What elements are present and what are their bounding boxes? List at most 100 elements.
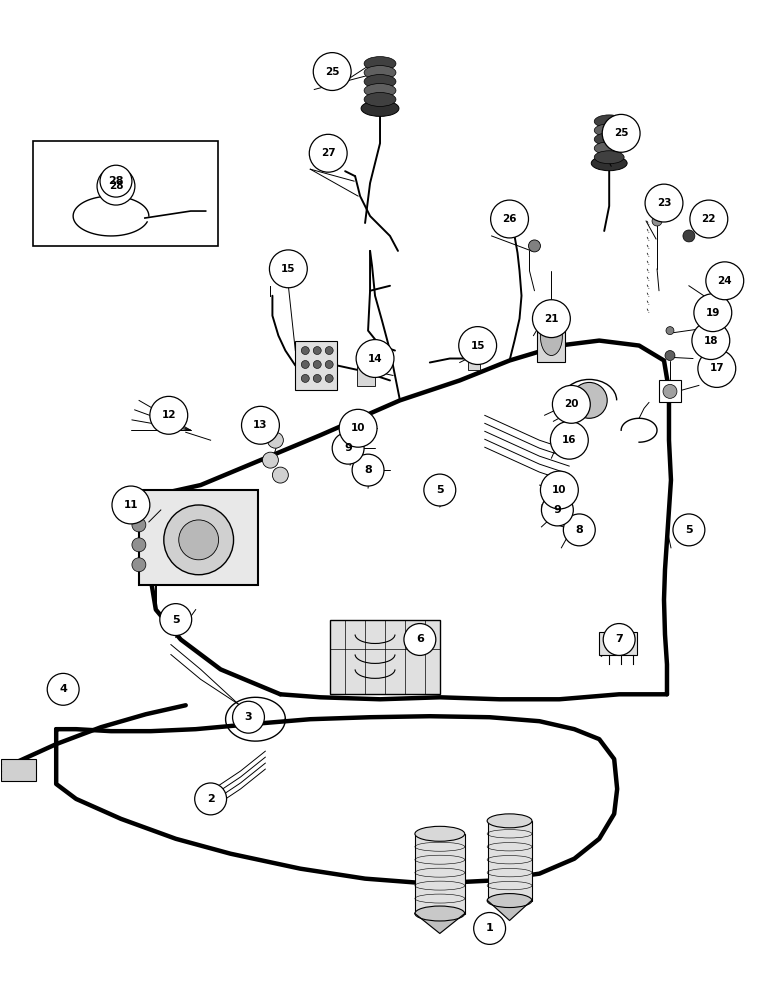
Circle shape	[47, 673, 79, 705]
Circle shape	[690, 200, 728, 238]
Circle shape	[706, 262, 743, 300]
Text: 4: 4	[59, 684, 67, 694]
Circle shape	[553, 385, 591, 423]
Ellipse shape	[594, 115, 624, 128]
Bar	[2, 759, 36, 781]
Circle shape	[692, 322, 730, 360]
Circle shape	[339, 409, 377, 447]
Circle shape	[529, 240, 540, 252]
Circle shape	[666, 327, 674, 335]
Circle shape	[132, 538, 146, 552]
Text: 26: 26	[503, 214, 516, 224]
Text: 15: 15	[470, 341, 485, 351]
Circle shape	[663, 384, 677, 398]
Text: 5: 5	[436, 485, 444, 495]
Circle shape	[474, 913, 506, 944]
Bar	[357, 359, 375, 386]
Polygon shape	[488, 901, 531, 920]
Bar	[659, 380, 681, 402]
Text: 5: 5	[685, 525, 692, 535]
Ellipse shape	[594, 124, 624, 137]
Circle shape	[550, 421, 588, 459]
Text: 8: 8	[575, 525, 583, 535]
Circle shape	[683, 230, 695, 242]
Circle shape	[571, 382, 608, 418]
Circle shape	[540, 471, 578, 509]
Ellipse shape	[594, 151, 624, 164]
Ellipse shape	[540, 318, 562, 356]
Ellipse shape	[361, 100, 399, 116]
Circle shape	[491, 200, 529, 238]
Circle shape	[301, 374, 310, 382]
Circle shape	[602, 114, 640, 152]
Circle shape	[698, 350, 736, 387]
Circle shape	[301, 361, 310, 368]
Circle shape	[313, 374, 321, 382]
Text: 13: 13	[253, 420, 268, 430]
Bar	[33, 141, 218, 246]
Circle shape	[269, 250, 307, 288]
Text: 18: 18	[703, 336, 718, 346]
Ellipse shape	[594, 133, 624, 146]
Bar	[599, 632, 637, 655]
Circle shape	[301, 347, 310, 355]
Circle shape	[97, 167, 135, 205]
Circle shape	[325, 374, 334, 382]
Bar	[488, 821, 533, 901]
Ellipse shape	[591, 156, 627, 171]
Circle shape	[554, 485, 564, 495]
Bar	[139, 490, 259, 585]
Text: 2: 2	[207, 794, 215, 804]
Circle shape	[195, 783, 226, 815]
Circle shape	[694, 294, 732, 332]
Text: 24: 24	[717, 276, 732, 286]
Circle shape	[313, 361, 321, 368]
Circle shape	[645, 184, 683, 222]
Bar	[330, 620, 440, 694]
Circle shape	[132, 518, 146, 532]
Text: 19: 19	[706, 308, 720, 318]
Text: 25: 25	[614, 128, 628, 138]
Circle shape	[404, 624, 436, 655]
Text: 10: 10	[350, 423, 365, 433]
Circle shape	[313, 53, 351, 90]
Ellipse shape	[364, 75, 396, 88]
Circle shape	[313, 347, 321, 355]
Text: 17: 17	[709, 363, 724, 373]
Ellipse shape	[487, 814, 532, 828]
Bar	[415, 834, 465, 914]
Circle shape	[673, 514, 705, 546]
Ellipse shape	[364, 66, 396, 80]
Circle shape	[424, 474, 455, 506]
Circle shape	[112, 486, 150, 524]
Circle shape	[179, 520, 218, 560]
Bar	[468, 351, 479, 370]
Text: 21: 21	[544, 314, 559, 324]
Circle shape	[652, 216, 662, 226]
Text: 3: 3	[245, 712, 252, 722]
Ellipse shape	[487, 894, 532, 908]
Text: 22: 22	[702, 214, 716, 224]
Bar	[537, 311, 565, 362]
Circle shape	[533, 300, 571, 338]
Circle shape	[344, 441, 357, 455]
Text: 12: 12	[161, 410, 176, 420]
Circle shape	[459, 327, 496, 364]
Circle shape	[358, 463, 372, 477]
Circle shape	[267, 432, 283, 448]
Text: 10: 10	[552, 485, 567, 495]
Text: 27: 27	[321, 148, 336, 158]
Circle shape	[557, 505, 567, 515]
Circle shape	[345, 421, 359, 435]
Polygon shape	[415, 914, 465, 933]
Circle shape	[262, 452, 279, 468]
Text: 20: 20	[564, 399, 578, 409]
Ellipse shape	[415, 906, 465, 921]
Text: 8: 8	[364, 465, 372, 475]
Text: 1: 1	[486, 923, 493, 933]
Text: 16: 16	[562, 435, 577, 445]
Text: 25: 25	[325, 67, 340, 77]
Circle shape	[242, 406, 279, 444]
Circle shape	[603, 624, 635, 655]
Circle shape	[564, 514, 595, 546]
